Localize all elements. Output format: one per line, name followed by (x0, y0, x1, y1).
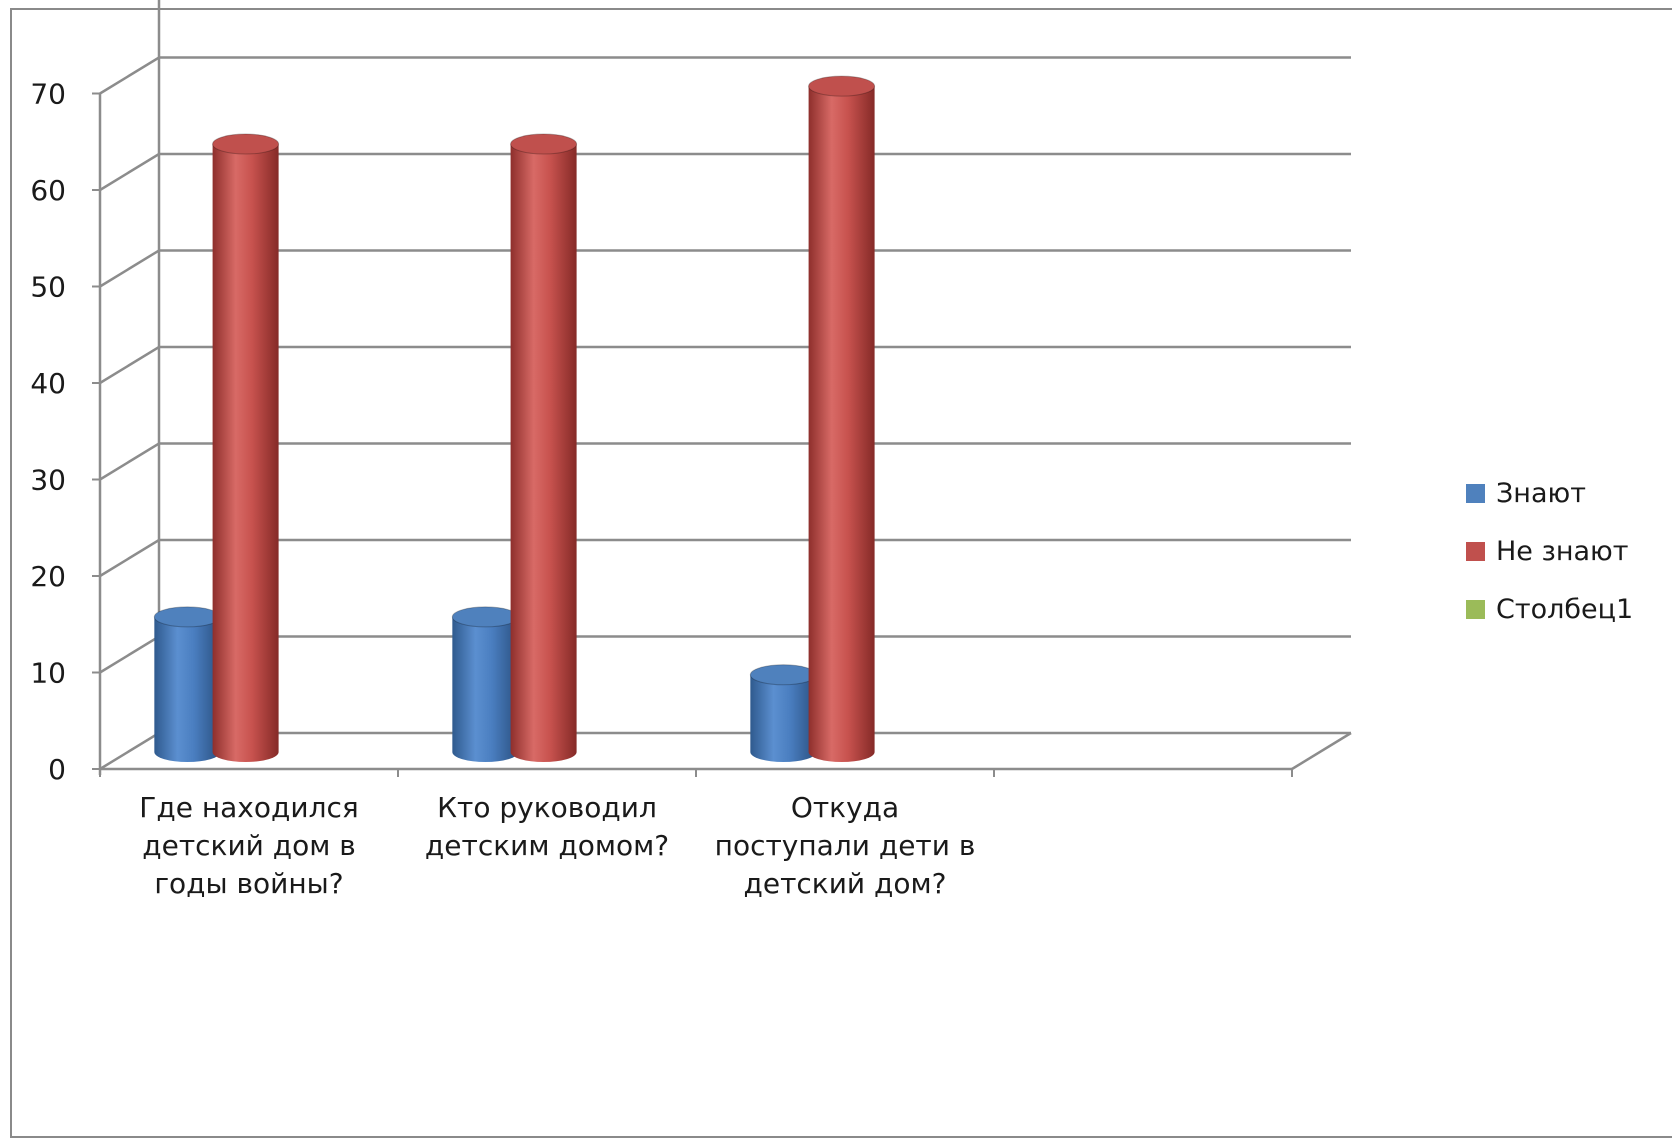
legend: Знают Не знают Столбец1 (1466, 478, 1633, 625)
category-label: Где находился детский дом в годы войны? (139, 791, 358, 900)
legend-swatch (1466, 600, 1485, 619)
y-tick-label: 30 (30, 464, 66, 497)
gridline (99, 538, 1351, 578)
bar-top (212, 133, 280, 155)
y-tick-label: 40 (30, 367, 66, 400)
gridline (99, 56, 1351, 95)
y-tick-label: 60 (30, 174, 66, 207)
y-tick-label: 10 (30, 657, 66, 690)
gridlines (99, 0, 1352, 771)
category-label: Кто руководил детским домом? (425, 791, 669, 862)
gridline (99, 152, 1351, 192)
bar-top (510, 133, 578, 155)
y-tick-label: 70 (30, 78, 66, 111)
gridline (99, 731, 1351, 771)
bar-0-1 (451, 606, 519, 762)
legend-swatch (1466, 542, 1485, 561)
y-tick-label: 0 (48, 753, 66, 786)
category-label: Откуда поступали дети в детский дом? (715, 791, 976, 900)
bar-body (452, 616, 519, 762)
chart-svg: 0 10 20 30 40 50 60 70 Где находился детский дом … (30, 0, 1633, 901)
bar-top (808, 75, 876, 97)
gridline (99, 442, 1351, 481)
bar-top (153, 606, 221, 628)
bar-body (808, 86, 875, 763)
labels: 0 10 20 30 40 50 60 70 Где находился детский дом … (30, 78, 976, 901)
legend-label: Знают (1496, 478, 1586, 509)
y-tick-label: 50 (30, 271, 66, 304)
bar-body (750, 674, 817, 763)
axes (92, 92, 1293, 777)
bar-0-0 (153, 606, 221, 763)
bars (153, 75, 876, 763)
gridline (99, 635, 1351, 674)
bar-top (749, 664, 817, 686)
bar-0-2 (749, 664, 817, 763)
bar-body (212, 144, 279, 763)
bar-body (510, 144, 577, 763)
bar-body (154, 616, 221, 763)
floor-right-edge (1291, 731, 1352, 771)
bar-top (451, 606, 519, 628)
gridline (99, 345, 1351, 385)
legend-label: Не знают (1496, 536, 1629, 567)
bar-1-2 (808, 75, 876, 763)
chart: 0 10 20 30 40 50 60 70 Где находился детский дом … (10, 0, 1672, 1138)
bar-1-0 (212, 133, 280, 763)
gridline (99, 249, 1351, 288)
y-tick-label: 20 (30, 560, 66, 593)
legend-label: Столбец1 (1496, 594, 1633, 625)
bar-1-1 (510, 133, 578, 763)
legend-swatch (1466, 484, 1485, 503)
